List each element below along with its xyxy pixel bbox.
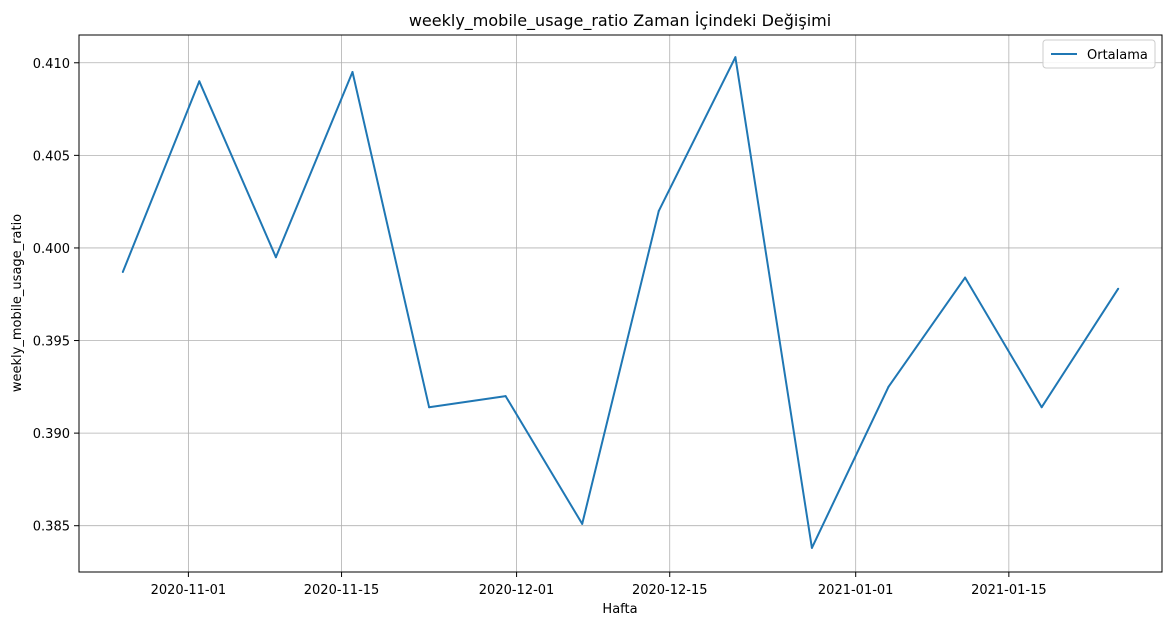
grid-lines: [79, 35, 1162, 572]
x-axis-title: Hafta: [602, 602, 637, 617]
y-tick-label: 0.395: [33, 335, 70, 350]
data-point: [810, 546, 813, 549]
x-tick-label: 2020-11-01: [151, 583, 227, 598]
data-point: [964, 276, 967, 279]
y-tick-label: 0.385: [33, 520, 70, 535]
x-tick-label: 2021-01-15: [971, 583, 1047, 598]
legend-label-ortalama: Ortalama: [1087, 48, 1148, 63]
data-point: [887, 385, 890, 388]
x-axis-ticks: 2020-11-01 2020-11-15 2020-12-01 2020-12-15…: [151, 572, 1047, 598]
y-tick-label: 0.390: [33, 427, 70, 442]
y-tick-label: 0.410: [33, 57, 70, 72]
data-point: [121, 271, 124, 273]
data-point: [428, 406, 431, 409]
data-point: [1117, 287, 1120, 290]
chart-title: weekly_mobile_usage_ratio Zaman İçindeki…: [409, 11, 831, 31]
legend-box: [1042, 39, 1156, 69]
series-line-ortalama: [121, 56, 1120, 549]
data-point: [734, 56, 737, 59]
x-tick-label: 2021-01-01: [818, 583, 894, 598]
data-point: [351, 71, 354, 73]
data-point: [198, 80, 201, 83]
y-axis-title: weekly_mobile_usage_ratio: [10, 214, 25, 392]
data-point: [504, 395, 507, 398]
y-tick-label: 0.405: [33, 149, 70, 164]
x-tick-label: 2020-11-15: [304, 583, 380, 598]
series-layer: [121, 56, 1120, 549]
y-axis-ticks: 0.385 0.390 0.395 0.400 0.405 0.410: [33, 57, 79, 535]
data-point: [1040, 406, 1043, 409]
x-tick-label: 2020-12-01: [479, 583, 555, 598]
plot-frame: [78, 34, 1163, 573]
y-tick-label: 0.400: [33, 242, 70, 257]
data-point: [274, 256, 277, 259]
data-point: [657, 209, 660, 212]
data-point: [581, 522, 584, 525]
x-tick-label: 2020-12-15: [632, 583, 708, 598]
legend: Ortalama: [1042, 39, 1156, 69]
